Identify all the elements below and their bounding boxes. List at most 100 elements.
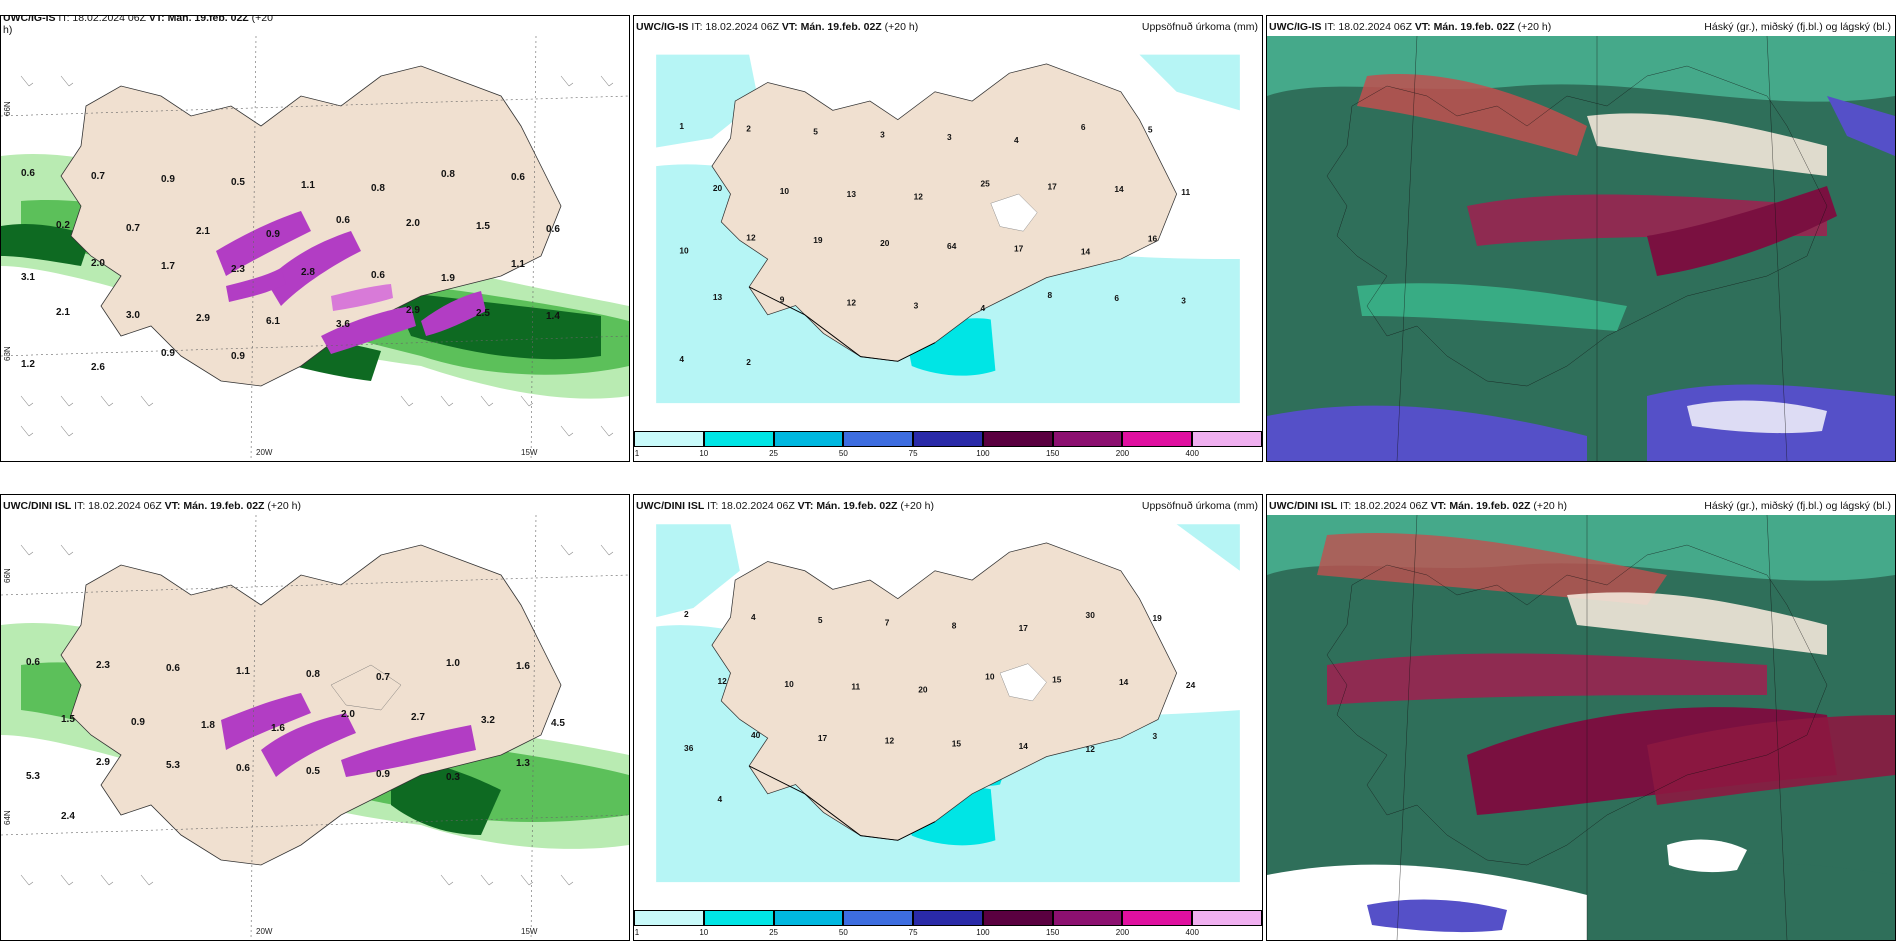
map-value-label: 4: [1014, 135, 1019, 145]
precip-wind-map: 0.6 2.3 0.6 1.1 0.8 0.7 1.0 1.6 1.5 0.9 1.8 1.6 2.0 2…: [1, 515, 629, 940]
colorbar-swatch: [1192, 431, 1262, 447]
map-value-label: 0.6: [511, 172, 525, 183]
map-value-label: 1.5: [476, 221, 490, 232]
map-value-label: 8: [952, 620, 957, 630]
map-value-label: 20: [880, 238, 890, 248]
map-value-label: 12: [1086, 744, 1096, 754]
map-value-label: 0.6: [371, 270, 385, 281]
map-value-label: 1.3: [516, 758, 530, 769]
panel-title: Uppsöfnuð úrkoma (mm): [1141, 500, 1258, 512]
map-value-label: 2.8: [301, 267, 315, 278]
panel-header: UWC/DINI ISL IT: 18.02.2024 06Z VT: Mán.…: [1269, 500, 1567, 512]
map-value-label: 13: [847, 189, 857, 199]
map-value-label: 25: [981, 179, 991, 189]
panel-title: Uppsöfnuð úrkoma (mm): [1141, 21, 1258, 33]
colorbar-tick: 10: [699, 928, 709, 937]
map-value-label: 14: [1119, 677, 1129, 687]
map-value-label: 0.6: [236, 763, 250, 774]
colorbar-tick: 100: [976, 928, 990, 937]
map-value-label: 0.7: [126, 223, 140, 234]
map-value-label: 0.8: [371, 183, 385, 194]
map-value-label: 0.6: [21, 168, 35, 179]
map-value-label: 1.8: [201, 720, 215, 731]
colorbar-tick: 25: [769, 449, 778, 458]
map-value-label: 0.9: [266, 229, 280, 240]
map-value-label: 2.0: [91, 258, 105, 269]
colorbar-tick: 400: [1185, 928, 1199, 937]
map-value-label: 8: [1047, 290, 1052, 300]
panel-top-mid: UWC/IG-IS IT: 18.02.2024 06Z VT: Mán. 19…: [633, 15, 1263, 462]
map-value-label: 1.0: [446, 658, 460, 669]
map-value-label: 30: [1086, 610, 1096, 620]
map-value-label: 6: [1081, 122, 1086, 132]
panel-top-left: UWC/IG-IS IT: 18.02.2024 06Z VT: Mán. 19…: [0, 15, 630, 462]
map-value-label: 12: [847, 298, 857, 308]
map-value-label: 40: [751, 730, 761, 740]
map-value-label: 0.9: [131, 717, 145, 728]
map-value-label: 4: [679, 354, 684, 364]
map-value-label: 12: [885, 736, 895, 746]
map-value-label: 1.1: [236, 666, 250, 677]
colorbar-swatch: [1192, 910, 1262, 926]
map-value-label: 0.5: [231, 177, 245, 188]
colorbar-swatch: [913, 431, 983, 447]
map-value-label: 3: [1152, 731, 1157, 741]
colorbar-swatch: [1052, 910, 1123, 926]
map-value-label: 16: [1148, 233, 1158, 243]
map-value-label: 19: [813, 235, 823, 245]
map-value-label: 3.6: [336, 319, 350, 330]
colorbar-swatch: [634, 431, 704, 447]
map-value-label: 1.2: [21, 359, 35, 370]
map-value-label: 0.2: [56, 220, 70, 231]
map-value-label: 1.1: [511, 259, 525, 270]
colorbar-swatch: [913, 910, 983, 926]
map-value-label: 1.5: [61, 714, 75, 725]
map-value-label: 2.0: [406, 218, 420, 229]
panel-top-right: UWC/IG-IS IT: 18.02.2024 06Z VT: Mán. 19…: [1266, 15, 1896, 462]
map-value-label: 2.9: [196, 313, 210, 324]
map-value-label: 4: [751, 612, 756, 622]
map-value-label: 1.6: [516, 661, 530, 672]
map-value-label: 6.1: [266, 316, 280, 327]
colorbar-swatch: [1122, 910, 1193, 926]
map-value-label: 0.7: [376, 672, 390, 683]
map-value-label: 2.1: [56, 307, 70, 318]
colorbar: 1 10 25 50 75 100 150 200 400: [634, 910, 1262, 940]
map-value-label: 10: [985, 672, 995, 682]
map-value-label: 0.5: [306, 766, 320, 777]
map-value-label: 1.7: [161, 261, 175, 272]
colorbar-swatch: [703, 431, 774, 447]
map-value-label: 0.6: [336, 215, 350, 226]
panel-header: UWC/DINI ISL IT: 18.02.2024 06Z VT: Mán.…: [3, 500, 301, 512]
colorbar-tick: 200: [1115, 928, 1130, 937]
colorbar-tick: 100: [976, 449, 990, 458]
map-value-label: 3.0: [126, 310, 140, 321]
map-value-label: 0.9: [161, 348, 175, 359]
map-value-label: 11: [851, 682, 860, 692]
colorbar-swatch: [773, 910, 844, 926]
panel-header: UWC/IG-IS IT: 18.02.2024 06Z VT: Mán. 19…: [636, 21, 919, 33]
map-value-label: 1.6: [271, 723, 285, 734]
map-value-label: 20: [918, 685, 928, 695]
lat-label: 63N: [3, 346, 12, 361]
map-value-label: 10: [679, 245, 689, 255]
map-value-label: 0.8: [306, 669, 320, 680]
panel-bot-right: UWC/DINI ISL IT: 18.02.2024 06Z VT: Mán.…: [1266, 494, 1896, 941]
map-value-label: 0.6: [546, 224, 560, 235]
colorbar-swatch: [634, 910, 704, 926]
lon-label: 15W: [521, 448, 538, 457]
panel-title: Háský (gr.), miðský (fj.bl.) og lágský (…: [1704, 500, 1891, 512]
lon-label: 20W: [256, 448, 273, 457]
map-value-label: 5: [1148, 125, 1153, 135]
colorbar-tick: 150: [1045, 928, 1060, 937]
map-value-label: 0.9: [231, 351, 245, 362]
panel-bot-left: UWC/DINI ISL IT: 18.02.2024 06Z VT: Mán.…: [0, 494, 630, 941]
colorbar-swatch: [843, 910, 914, 926]
colorbar-tick: 50: [838, 449, 848, 458]
colorbar-tick: 400: [1185, 449, 1199, 458]
colorbar-tick: 10: [699, 449, 709, 458]
map-value-label: 4: [981, 303, 986, 313]
map-value-label: 2.4: [61, 811, 75, 822]
map-value-label: 1: [679, 121, 684, 131]
